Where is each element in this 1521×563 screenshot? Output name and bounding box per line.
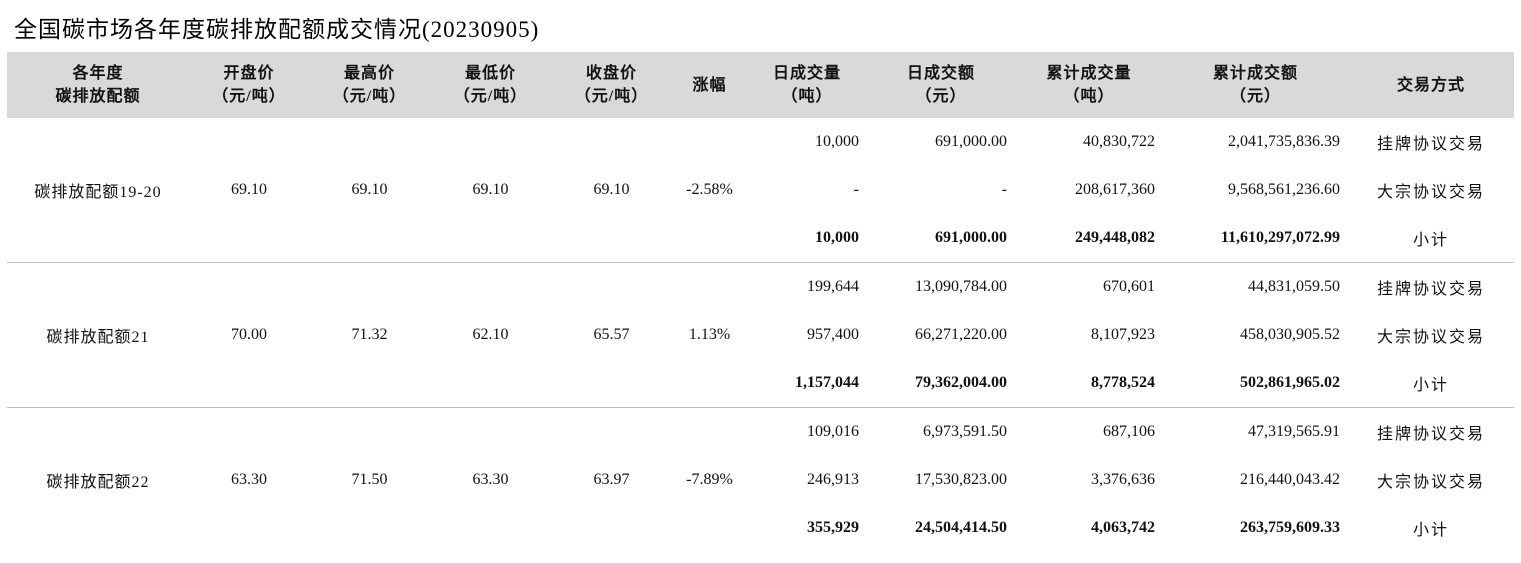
header-daily-volume: 日成交量 （吨）: [772, 65, 841, 105]
cumulative-amount-cell: 502,861,965.02: [1240, 374, 1340, 391]
open-price-cell: 69.10: [231, 181, 267, 198]
header-cumulative-amount: 累计成交额 （元）: [1212, 65, 1298, 105]
daily-amount-cell: -: [1001, 181, 1007, 198]
header-low-price: 最低价 （元/吨）: [453, 65, 528, 105]
daily-volume-cell: 1,157,044: [795, 374, 859, 391]
cumulative-volume-cell: 8,107,923: [1091, 326, 1155, 343]
daily-volume-cell: 109,016: [747, 407, 867, 456]
trade-mode-cell: 小计: [1412, 377, 1449, 394]
open-price-cell: 63.30: [189, 407, 309, 552]
subtotal-row: 1,157,044 79,362,004.00 8,778,524 502,86…: [7, 359, 1514, 408]
trade-mode-cell: 大宗协议交易: [1376, 184, 1485, 201]
daily-amount-cell: 691,000.00: [935, 229, 1007, 246]
trade-mode-cell: 挂牌协议交易: [1348, 262, 1514, 311]
close-price-cell: 65.57: [551, 262, 672, 408]
daily-amount-cell: 17,530,823.00: [915, 471, 1007, 488]
header-open-price: 开盘价 （元/吨）: [212, 65, 286, 105]
close-price-cell: 63.97: [551, 407, 672, 552]
table-row: 碳排放配额21 70.00 71.32 62.10 65.57 1.13% 19…: [7, 262, 1514, 408]
quota-name-cell: 碳排放配额19-20: [34, 184, 162, 201]
daily-amount-cell: 6,973,591.50: [867, 407, 1015, 456]
cumulative-amount-cell: 11,610,297,072.99: [1220, 229, 1340, 246]
cumulative-volume-cell: 8,778,524: [1091, 374, 1155, 391]
low-price-cell: 69.10: [472, 181, 509, 198]
header-trade-mode: 交易方式: [1396, 76, 1465, 94]
page-title: 全国碳市场各年度碳排放配额成交情况(20230905): [14, 17, 540, 42]
daily-volume-cell: 246,913: [807, 471, 859, 488]
low-price-cell: 63.30: [430, 407, 551, 552]
table-row: - - 208,617,360 9,568,561,236.60 大宗协议交易: [7, 166, 1514, 214]
high-price-cell: 71.50: [309, 407, 430, 552]
trade-mode-cell: 挂牌协议交易: [1376, 136, 1485, 153]
daily-volume-cell: -: [853, 181, 859, 198]
close-price-cell: 69.10: [593, 181, 630, 198]
change-cell: -7.89%: [672, 407, 747, 552]
cumulative-amount-cell: 44,831,059.50: [1163, 262, 1348, 311]
header-quota-year: 各年度 碳排放配额: [55, 65, 141, 105]
daily-amount-cell: 79,362,004.00: [915, 374, 1007, 391]
cumulative-amount-cell: 47,319,565.91: [1163, 407, 1348, 456]
cumulative-volume-cell: 687,106: [1015, 407, 1163, 456]
cumulative-volume-cell: 4,063,742: [1091, 519, 1155, 536]
open-price-cell: 70.00: [189, 262, 309, 408]
cumulative-volume-cell: 208,617,360: [1075, 181, 1155, 198]
cumulative-amount-cell: 2,041,735,836.39: [1228, 133, 1340, 150]
table-header-row: 各年度 碳排放配额 开盘价 （元/吨） 最高价 （元/吨） 最低价 （元/吨） 收盘价（…: [7, 52, 1514, 118]
daily-volume-cell: 10,000: [815, 229, 859, 246]
table-row: 246,913 17,530,823.00 3,376,636 216,440,…: [7, 456, 1514, 504]
subtotal-row: 10,000 691,000.00 249,448,082 11,610,297…: [7, 214, 1514, 263]
trade-mode-cell: 小计: [1412, 232, 1449, 249]
cumulative-amount-cell: 458,030,905.52: [1240, 326, 1340, 343]
daily-volume-cell: 199,644: [747, 262, 867, 311]
cumulative-volume-cell: 40,830,722: [1083, 133, 1155, 150]
daily-amount-cell: 13,090,784.00: [867, 262, 1015, 311]
trade-mode-cell: 挂牌协议交易: [1348, 407, 1514, 456]
header-close-price: 收盘价 （元/吨）: [574, 65, 649, 105]
change-cell: 1.13%: [672, 262, 747, 408]
daily-volume-cell: 10,000: [815, 133, 859, 150]
cumulative-amount-cell: 216,440,043.42: [1240, 471, 1340, 488]
daily-amount-cell: 66,271,220.00: [915, 326, 1007, 343]
header-change: 涨幅: [692, 76, 727, 94]
daily-volume-cell: 355,929: [807, 519, 859, 536]
header-cumulative-volume: 累计成交量 （吨）: [1046, 65, 1132, 105]
change-cell: -2.58%: [686, 181, 733, 198]
high-price-cell: 69.10: [351, 181, 388, 198]
trade-mode-cell: 大宗协议交易: [1376, 329, 1485, 346]
cumulative-amount-cell: 9,568,561,236.60: [1228, 181, 1340, 198]
table-row: 碳排放配额19-20 69.10 69.10 69.10 69.10 -2.58…: [7, 118, 1514, 201]
daily-amount-cell: 691,000.00: [935, 133, 1007, 150]
trade-mode-cell: 大宗协议交易: [1376, 474, 1485, 491]
cumulative-amount-cell: 263,759,609.33: [1240, 519, 1340, 536]
subtotal-row: 355,929 24,504,414.50 4,063,742 263,759,…: [7, 504, 1514, 552]
high-price-cell: 71.32: [309, 262, 430, 408]
cumulative-volume-cell: 249,448,082: [1075, 229, 1155, 246]
carbon-quota-table: 各年度 碳排放配额 开盘价 （元/吨） 最高价 （元/吨） 最低价 （元/吨） 收盘价（…: [7, 52, 1514, 552]
daily-amount-cell: 24,504,414.50: [915, 519, 1007, 536]
table-row: 957,400 66,271,220.00 8,107,923 458,030,…: [7, 311, 1514, 359]
header-high-price: 最高价 （元/吨）: [332, 65, 407, 105]
quota-name-cell: 碳排放配额21: [7, 262, 189, 408]
low-price-cell: 62.10: [430, 262, 551, 408]
quota-name-cell: 碳排放配额22: [7, 407, 189, 552]
table-row: 碳排放配额22 63.30 71.50 63.30 63.97 -7.89% 1…: [7, 407, 1514, 552]
trade-mode-cell: 小计: [1412, 522, 1449, 539]
header-daily-amount: 日成交额 （元）: [906, 65, 975, 105]
cumulative-volume-cell: 670,601: [1015, 262, 1163, 311]
daily-volume-cell: 957,400: [807, 326, 859, 343]
cumulative-volume-cell: 3,376,636: [1091, 471, 1155, 488]
